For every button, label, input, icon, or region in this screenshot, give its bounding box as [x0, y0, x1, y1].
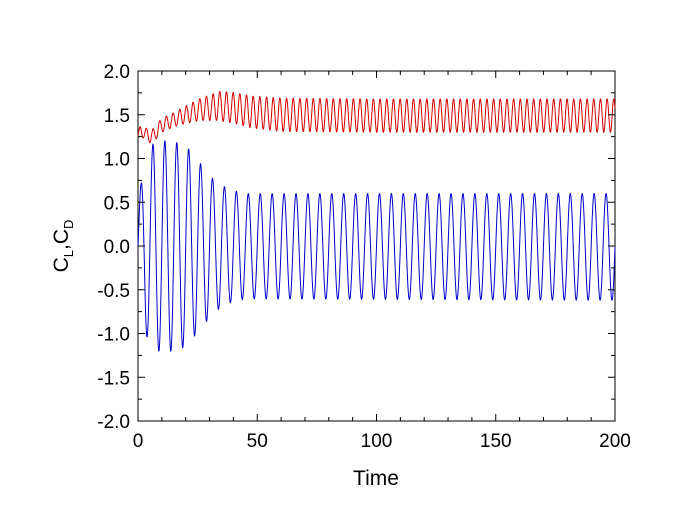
y-tick-label-2: 1.0	[104, 150, 130, 171]
plot-lines	[137, 91, 616, 353]
tick-labels: 0 50 100 150 200 2.0 1.5 1.0 0.5 0.0 -0.5 -1.0 -1.5 -…	[97, 62, 631, 452]
x-tick-label-3: 150	[480, 431, 512, 452]
axis-ticks	[137, 70, 616, 422]
series-line-0	[137, 91, 616, 144]
y-axis-title-part-cd: ,C	[50, 229, 73, 250]
y-tick-label-1: 1.5	[104, 106, 130, 127]
x-axis-title: Time	[353, 467, 399, 490]
x-tick-label-2: 100	[361, 431, 393, 452]
x-tick-label-4: 200	[599, 431, 631, 452]
y-axis-title-part-d-sub: D	[61, 220, 76, 229]
x-tick-label-1: 50	[247, 431, 268, 452]
y-tick-label-7: -1.5	[97, 368, 130, 389]
y-tick-label-3: 0.5	[104, 193, 130, 214]
y-axis-title: CL,CD	[50, 220, 76, 273]
series-line-1	[137, 140, 616, 353]
y-tick-label-4: 0.0	[104, 237, 130, 258]
y-tick-label-8: -2.0	[97, 412, 130, 433]
y-tick-label-5: -0.5	[97, 281, 130, 302]
y-tick-label-6: -1.0	[97, 325, 130, 346]
x-tick-label-0: 0	[133, 431, 144, 452]
y-axis-title-part-cl: C	[50, 257, 73, 272]
y-axis-title-part-l-sub: L	[61, 250, 76, 257]
y-tick-label-0: 2.0	[104, 62, 130, 83]
